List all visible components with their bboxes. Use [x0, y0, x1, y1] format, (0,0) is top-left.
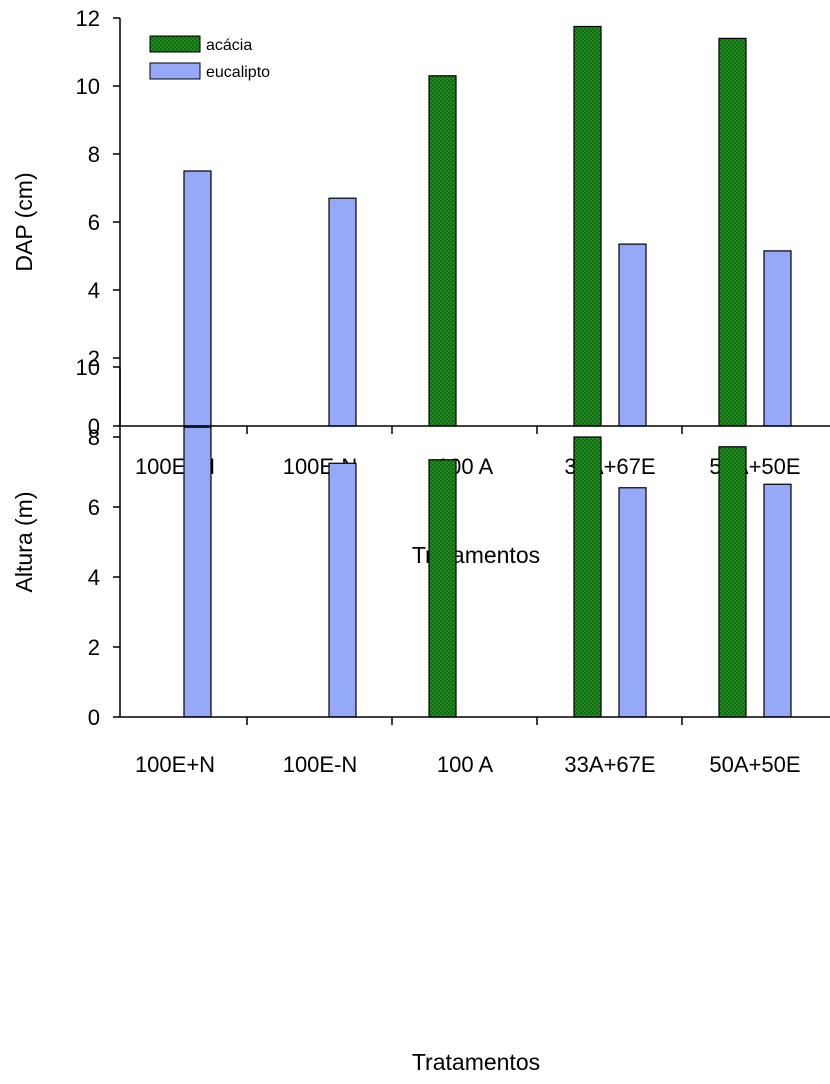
dap-bar-eucalipto	[328, 197, 357, 427]
altura-y-tick-label: 2	[88, 635, 100, 660]
dap-bars	[183, 25, 792, 427]
altura-bar-eucalipto	[183, 426, 212, 718]
altura-bar-acacia	[718, 446, 747, 718]
dap-y-tick-label: 0	[88, 414, 100, 439]
altura-y-tick-label: 0	[88, 705, 100, 730]
altura-y-axis-title: Altura (m)	[11, 492, 37, 593]
legend-label-acacia: acácia	[206, 37, 252, 54]
altura-x-tick-label: 100 A	[437, 752, 494, 777]
altura-y-tick-label: 10	[76, 355, 100, 380]
altura-bar-eucalipto	[763, 483, 792, 718]
dap-y-tick-label: 12	[76, 6, 100, 31]
altura-y-tick-label: 6	[88, 495, 100, 520]
dap-bar-acacia	[573, 25, 602, 427]
altura-bar-eucalipto	[328, 462, 357, 718]
legend-swatch-eucalipto	[149, 62, 201, 80]
dap-y-ticks: 0 2 4 6 8 10 12	[76, 6, 120, 439]
altura-x-tick-label: 100E-N	[283, 752, 358, 777]
legend-swatch-acacia	[149, 35, 201, 53]
altura-y-tick-label: 4	[88, 565, 100, 590]
altura-bar-acacia	[573, 436, 602, 718]
dap-bar-eucalipto	[618, 243, 647, 427]
altura-bars	[183, 426, 792, 718]
altura-y-ticks: 0 2 4 6 8 10	[76, 355, 120, 730]
altura-x-axis-title: Tratamentos	[412, 1049, 540, 1075]
dap-bar-eucalipto	[183, 170, 212, 427]
legend-label-eucalipto: eucalipto	[206, 64, 270, 81]
dap-y-tick-label: 10	[76, 74, 100, 99]
dap-y-axis-title: DAP (cm)	[11, 172, 37, 271]
dap-bar-eucalipto	[763, 250, 792, 427]
altura-x-tick-label: 33A+67E	[564, 752, 655, 777]
dap-bar-acacia	[428, 75, 457, 427]
altura-y-tick-label: 8	[88, 425, 100, 450]
altura-bar-acacia	[428, 459, 457, 718]
altura-axes	[119, 367, 830, 718]
dap-y-tick-label: 6	[88, 210, 100, 235]
legend: acácia eucalipto	[149, 35, 270, 81]
dap-x-ticks: 100E+N 100E-N 100 A 33A+67E 50A+50E	[135, 426, 801, 479]
altura-x-ticks: 100E+N 100E-N 100 A 33A+67E 50A+50E	[135, 717, 801, 777]
dap-y-tick-label: 2	[88, 346, 100, 371]
altura-bar-eucalipto	[618, 487, 647, 718]
dap-y-tick-label: 4	[88, 278, 100, 303]
dap-chart: 0 2 4 6 8 10 12 100E+N 100E-N 100 A 33A+67E 50A+50…	[11, 6, 830, 568]
dap-bar-acacia	[718, 37, 747, 427]
altura-x-tick-label: 50A+50E	[709, 752, 800, 777]
altura-x-tick-label: 100E+N	[135, 752, 215, 777]
dap-y-tick-label: 8	[88, 142, 100, 167]
